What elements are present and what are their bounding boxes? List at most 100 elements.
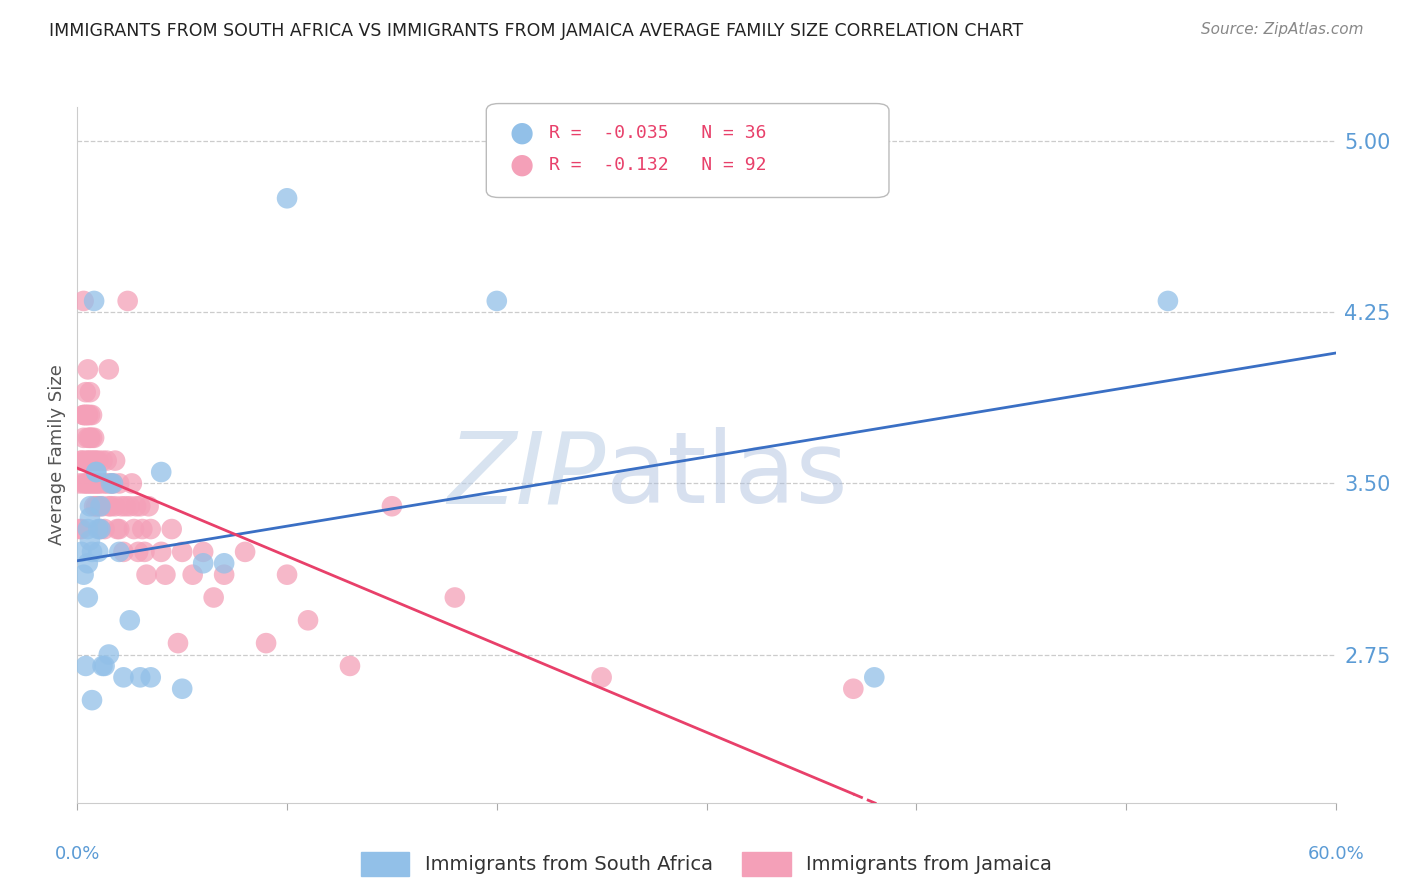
Point <box>84 465 107 479</box>
Point <box>91 659 114 673</box>
Point <box>79 453 101 467</box>
Point <box>72 431 94 445</box>
Point <box>79 476 101 491</box>
Point <box>104 453 127 467</box>
Point <box>127 545 149 559</box>
Point <box>212 567 235 582</box>
Point <box>67 476 90 491</box>
Point <box>339 659 361 673</box>
Point <box>84 465 107 479</box>
Point <box>160 522 183 536</box>
Point <box>70 453 93 467</box>
Point <box>591 670 613 684</box>
Point <box>276 191 298 205</box>
Point <box>93 476 115 491</box>
Point <box>297 613 319 627</box>
Point <box>79 431 101 445</box>
Point <box>70 545 93 559</box>
Point <box>76 476 98 491</box>
Point <box>76 362 98 376</box>
Point <box>76 408 98 422</box>
Point <box>96 476 118 491</box>
Text: IMMIGRANTS FROM SOUTH AFRICA VS IMMIGRANTS FROM JAMAICA AVERAGE FAMILY SIZE CORR: IMMIGRANTS FROM SOUTH AFRICA VS IMMIGRAN… <box>49 22 1024 40</box>
Point <box>104 500 127 514</box>
Point <box>76 591 98 605</box>
Point <box>97 500 120 514</box>
Point <box>96 453 118 467</box>
Point <box>118 500 141 514</box>
Point <box>79 510 101 524</box>
Point <box>191 545 215 559</box>
Point <box>276 567 298 582</box>
Text: atlas: atlas <box>606 427 848 524</box>
Point <box>84 476 107 491</box>
Point <box>863 670 886 684</box>
Point <box>114 500 136 514</box>
Point <box>83 500 105 514</box>
Point <box>75 385 97 400</box>
Point <box>89 522 111 536</box>
Point <box>108 545 131 559</box>
Text: Source: ZipAtlas.com: Source: ZipAtlas.com <box>1201 22 1364 37</box>
Point <box>93 522 115 536</box>
Point <box>75 408 97 422</box>
Text: 60.0%: 60.0% <box>1308 845 1364 863</box>
Point <box>79 431 101 445</box>
Point <box>76 431 98 445</box>
Text: ZIP: ZIP <box>447 427 606 524</box>
Point <box>122 522 145 536</box>
Point <box>118 613 141 627</box>
Point <box>108 522 131 536</box>
Point <box>100 476 122 491</box>
Point <box>89 522 111 536</box>
Point <box>139 522 162 536</box>
Point <box>134 545 156 559</box>
Point <box>444 591 467 605</box>
Point <box>70 453 93 467</box>
Point <box>91 453 114 467</box>
Point <box>97 362 120 376</box>
Y-axis label: Average Family Size: Average Family Size <box>48 365 66 545</box>
Point <box>121 476 143 491</box>
Point <box>72 567 94 582</box>
Point <box>84 500 107 514</box>
Point <box>97 648 120 662</box>
Point <box>84 453 107 467</box>
Text: R =  -0.035   N = 36: R = -0.035 N = 36 <box>550 124 766 142</box>
Point <box>202 591 225 605</box>
Point <box>117 293 139 308</box>
Point <box>75 476 97 491</box>
Point <box>72 476 94 491</box>
Point <box>172 545 194 559</box>
Point <box>75 659 97 673</box>
Point <box>72 293 94 308</box>
Point <box>381 500 404 514</box>
Point <box>167 636 190 650</box>
Point <box>125 500 148 514</box>
Point <box>108 476 131 491</box>
Point <box>87 522 110 536</box>
Point <box>79 533 101 548</box>
Point <box>79 408 101 422</box>
Point <box>76 408 98 422</box>
Point <box>129 500 152 514</box>
Point <box>76 522 98 536</box>
Legend: Immigrants from South Africa, Immigrants from Jamaica: Immigrants from South Africa, Immigrants… <box>353 844 1060 884</box>
Point <box>112 670 135 684</box>
Point <box>254 636 277 650</box>
Point <box>101 476 124 491</box>
Point <box>112 545 135 559</box>
Point <box>105 522 128 536</box>
Point <box>1157 293 1180 308</box>
Text: R =  -0.132   N = 92: R = -0.132 N = 92 <box>550 156 766 174</box>
Point <box>83 431 105 445</box>
Point <box>87 545 110 559</box>
Point <box>93 659 115 673</box>
Point <box>135 567 157 582</box>
Point <box>83 453 105 467</box>
Point <box>67 522 90 536</box>
Point <box>75 408 97 422</box>
Point <box>87 476 110 491</box>
Point <box>110 500 132 514</box>
Point <box>76 453 98 467</box>
